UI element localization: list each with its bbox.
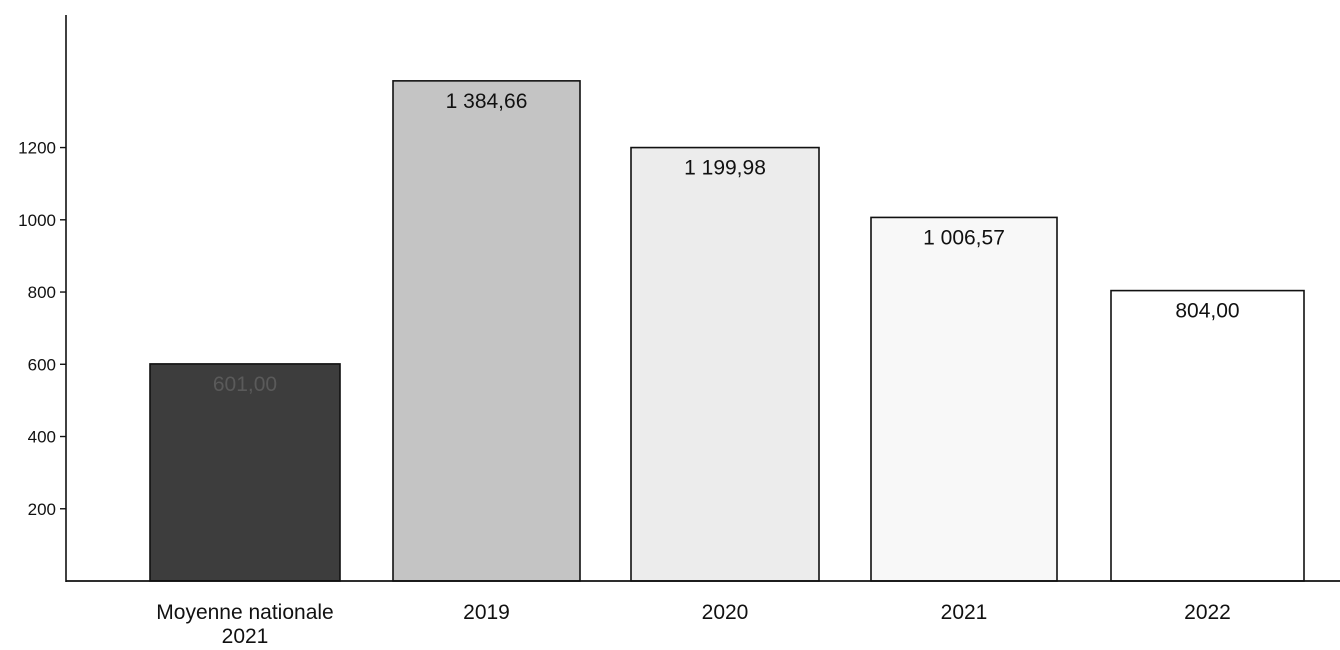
- bar: [870, 216, 1058, 582]
- bar: [149, 363, 341, 582]
- y-axis: 200 400 600 800 1000 1200: [18, 15, 67, 582]
- bar-value-label: 1 006,57: [923, 226, 1005, 249]
- bar-value-label: 1 199,98: [684, 157, 766, 180]
- x-category-label: 2019: [463, 601, 510, 624]
- y-tick-label: 800: [28, 283, 56, 302]
- x-category-label-line2: 2021: [222, 625, 269, 648]
- y-tick-label: 200: [28, 500, 56, 519]
- y-tick-label: 400: [28, 428, 56, 447]
- bar-value-label: 804,00: [1175, 300, 1239, 323]
- y-tick-label: 1000: [18, 211, 56, 230]
- x-category-label: 2022: [1184, 601, 1231, 624]
- bars: 601,00 1 384,66 1 199,98 1 006,57 804,00: [149, 80, 1305, 582]
- bar-value-label: 1 384,66: [446, 90, 528, 113]
- bar: [1110, 289, 1305, 582]
- bar-value-label: 601,00: [213, 373, 277, 396]
- x-category-label: Moyenne nationale: [156, 601, 333, 624]
- x-category-label: 2020: [702, 601, 749, 624]
- bar: [630, 146, 820, 582]
- bar: [392, 80, 581, 582]
- y-tick-label: 600: [28, 355, 56, 374]
- y-tick-label: 1200: [18, 139, 56, 158]
- x-category-label: 2021: [941, 601, 988, 624]
